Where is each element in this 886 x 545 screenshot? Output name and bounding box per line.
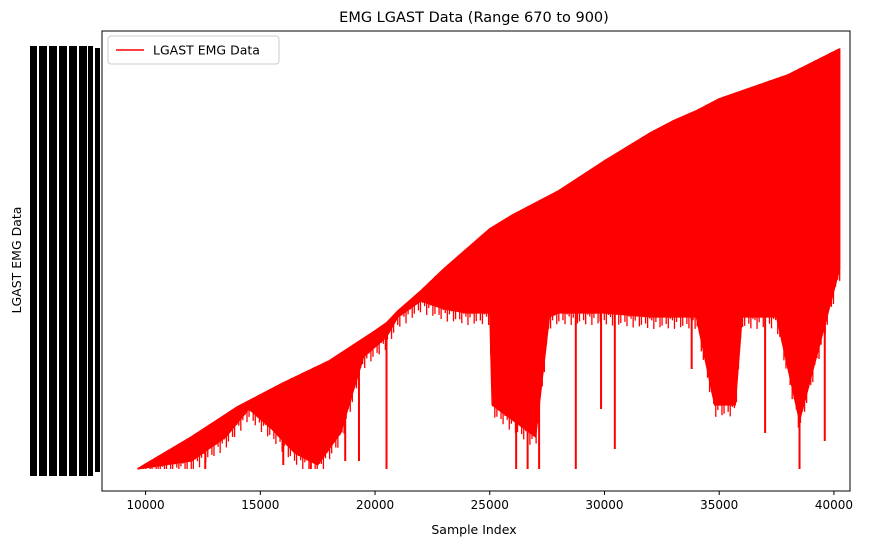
y-tick-label-mark xyxy=(59,46,67,476)
y-tick-label-mark xyxy=(95,48,100,472)
plot-frame xyxy=(101,30,851,492)
chart-title: EMG LGAST Data (Range 670 to 900) xyxy=(339,10,609,26)
series-lgast-emg xyxy=(137,48,841,470)
y-tick-label-mark xyxy=(30,46,37,476)
x-tick-label: 20000 xyxy=(356,498,394,512)
legend-box xyxy=(107,35,280,65)
x-tick-label: 10000 xyxy=(127,498,165,512)
x-tick-label: 40000 xyxy=(815,498,853,512)
x-tick-label: 30000 xyxy=(585,498,623,512)
x-axis-ticks: 10000 15000 20000 25000 30000 35000 40000 xyxy=(127,491,853,512)
x-tick-label: 15000 xyxy=(241,498,279,512)
y-tick-label-mark xyxy=(79,46,87,476)
x-tick-label: 35000 xyxy=(700,498,738,512)
legend-label: LGAST EMG Data xyxy=(153,43,260,58)
y-tick-label-mark xyxy=(88,46,93,476)
series-upper-line xyxy=(137,48,841,470)
y-tick-label-mark xyxy=(49,46,57,476)
x-axis-label: Sample Index xyxy=(431,522,516,537)
y-tick-label-mark xyxy=(39,46,47,476)
y-tick-label-blob xyxy=(30,46,100,476)
legend: LGAST EMG Data xyxy=(107,35,280,65)
x-tick-label: 25000 xyxy=(471,498,509,512)
y-tick-label-mark xyxy=(69,46,77,476)
y-axis-label: LGAST EMG Data xyxy=(9,207,24,314)
